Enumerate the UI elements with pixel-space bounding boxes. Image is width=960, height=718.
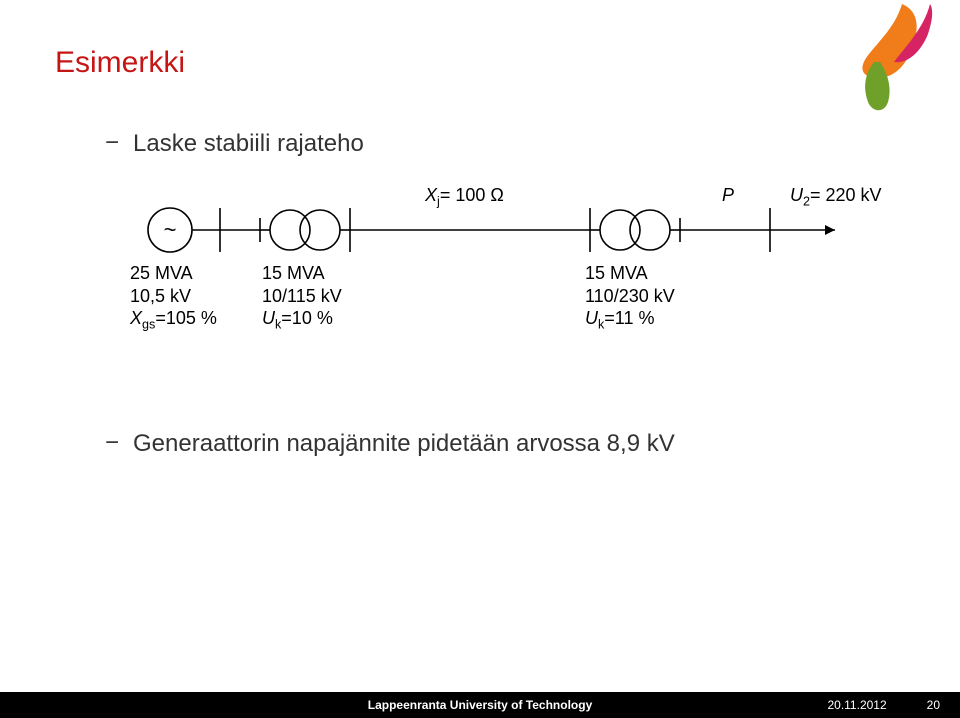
label-generator-block: 25 MVA10,5 kVXgs=105 % bbox=[130, 262, 217, 333]
lut-logo bbox=[844, 4, 934, 114]
bullet-dash-icon: − bbox=[105, 130, 119, 156]
footer-date: 20.11.2012 bbox=[827, 698, 886, 712]
footer-bar: Lappeenranta University of Technology 20… bbox=[0, 692, 960, 718]
bullet-2-text: Generaattorin napajännite pidetään arvos… bbox=[133, 430, 675, 458]
footer-institution: Lappeenranta University of Technology bbox=[368, 698, 592, 712]
logo-orange-shape bbox=[862, 4, 916, 78]
label-transformer2-block: 15 MVA110/230 kVUk=11 % bbox=[585, 262, 675, 333]
lut-logo-svg bbox=[844, 4, 934, 114]
bullet-dash-icon: − bbox=[105, 430, 119, 456]
slide-title: Esimerkki bbox=[55, 46, 185, 80]
circuit-diagram: ~ Xj= 100 ΩPU2= 220 kV25 MVA10,5 kVXgs=1… bbox=[130, 190, 870, 390]
bullet-1-text: Laske stabiili rajateho bbox=[133, 130, 364, 158]
footer-page-number: 20 bbox=[927, 698, 940, 712]
label-p: P bbox=[722, 184, 734, 207]
svg-text:~: ~ bbox=[164, 217, 177, 242]
slide-root: Esimerkki − Laske stabiili rajateho ~ Xj… bbox=[0, 0, 960, 718]
bullet-1: − Laske stabiili rajateho bbox=[105, 130, 364, 158]
label-transformer1-block: 15 MVA10/115 kVUk=10 % bbox=[262, 262, 342, 333]
label-xj: Xj= 100 Ω bbox=[425, 184, 504, 210]
label-u2: U2= 220 kV bbox=[790, 184, 882, 210]
bullet-2: − Generaattorin napajännite pidetään arv… bbox=[105, 430, 675, 458]
circuit-svg: ~ bbox=[130, 190, 870, 390]
